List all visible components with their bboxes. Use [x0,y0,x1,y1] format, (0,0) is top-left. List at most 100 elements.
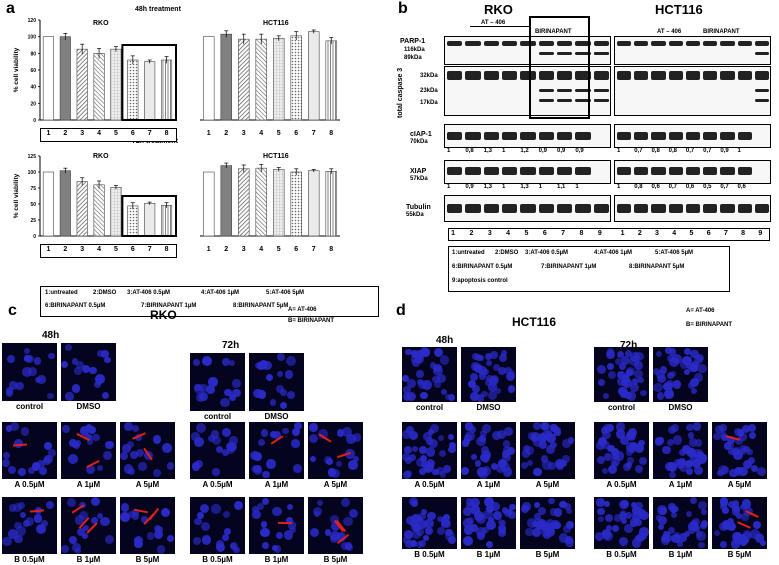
nucleus [133,535,143,545]
fluorescence-micrograph [190,422,245,479]
nucleus [596,441,606,451]
fluorescence-micrograph [402,497,457,549]
nucleus [490,501,500,511]
blot-lane-number: 6 [706,230,711,237]
nucleus [727,500,736,509]
nucleus [693,465,704,476]
nucleus [64,344,72,351]
nucleus [465,431,476,442]
nucleus [546,444,556,455]
nucleus [476,527,487,538]
nucleus [601,529,612,539]
nucleus [469,426,477,433]
fluorescence-micrograph [61,422,116,479]
nucleus [487,390,498,401]
y-tick-label: 40 [30,85,36,91]
blot-lane-number: 3 [487,230,492,237]
protein-band [502,71,518,80]
lane-number: 1 [206,246,211,253]
nucleus [131,512,140,520]
nucleus [122,444,131,453]
blot-rko-at406-label: AT – 406 [481,20,506,26]
panel-a-72h-rko-label: RKO [93,153,109,160]
nucleus [638,439,645,447]
bar [144,61,156,121]
nucleus [448,445,456,454]
protein-band [737,71,752,80]
nucleus [344,542,353,551]
panel-a-72h-hct-label: HCT116 [263,153,289,160]
nucleus [625,430,635,440]
protein-band [520,132,536,140]
nucleus [67,453,78,464]
nucleus [597,515,604,523]
lane-number: 7 [147,246,152,253]
nucleus [153,468,162,478]
nucleus [635,502,643,510]
densitometry-value: 0,5 [703,184,712,190]
nucleus [666,438,674,446]
parp-kda-89: 89kDa [404,55,422,61]
nucleus [284,370,293,379]
y-axis-label: % cell viability [13,47,20,92]
lane-number: 8 [164,130,169,137]
blot-strip [614,124,771,148]
densitometry-value: 0,7 [634,148,643,154]
nucleus [260,429,269,437]
nucleus [539,440,548,449]
nucleus [713,432,721,440]
protein-band [737,132,752,140]
nucleus [71,383,81,393]
micrograph-caption: A 0.5µM [14,480,45,489]
nucleus [417,379,424,386]
micrograph-caption: A 0.5µM [202,480,233,489]
micrograph-caption: control [203,412,232,421]
nucleus [634,369,643,379]
nucleus [465,502,476,512]
protein-band [483,132,499,140]
nucleus [682,445,691,454]
nucleus [750,464,759,473]
micrograph-caption: B 5µM [727,550,752,559]
protein-band [617,167,632,175]
nucleus [279,402,287,410]
densitometry-value: 1 [502,148,506,154]
fluorescence-micrograph [653,497,708,549]
lane-number: 2 [63,246,68,253]
apoptosis-arrow [149,507,160,520]
nucleus [445,530,456,541]
nucleus [415,356,422,363]
nucleus [402,386,411,395]
lane-number: 2 [224,130,229,137]
protein-band [557,41,573,46]
nucleus [463,438,470,446]
nucleus [532,422,541,431]
nucleus [602,430,611,439]
nucleus [743,446,750,453]
bar [238,38,250,121]
micrograph-caption: A 5µM [535,480,560,489]
densitometry-value: 1 [617,184,621,190]
nucleus [208,377,218,387]
ciap-label: cIAP-1 [410,131,432,138]
nucleus [472,384,481,393]
nucleus [192,536,202,546]
nucleus [637,376,644,384]
blot-strip [614,160,771,184]
nucleus [714,529,721,536]
nucleus [440,389,447,396]
protein-band [538,167,554,175]
nucleus [497,518,504,525]
nucleus [482,509,493,520]
nucleus [698,541,705,549]
nucleus [481,465,492,476]
nucleus [747,457,755,465]
nucleus [500,462,511,473]
nucleus [606,350,616,360]
legend-item: 3:AT-406 0.5µM [127,290,171,296]
nucleus [74,367,83,376]
fluorescence-micrograph [520,422,575,479]
lane-number: 5 [113,246,118,253]
nucleus [760,540,767,547]
bar [220,165,232,237]
